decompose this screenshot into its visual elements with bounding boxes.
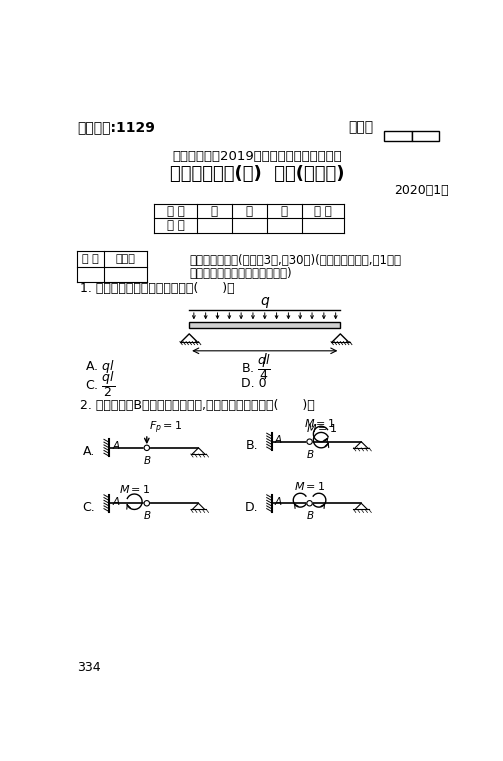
Text: C. $\dfrac{ql}{2}$: C. $\dfrac{ql}{2}$	[85, 369, 115, 399]
Text: $A$: $A$	[112, 439, 121, 451]
Text: 土木工程力学(本)  试题(半开卷): 土木工程力学(本) 试题(半开卷)	[170, 165, 345, 183]
Text: 总 分: 总 分	[314, 205, 332, 218]
Text: $B$: $B$	[143, 509, 152, 521]
Text: 2020年1月: 2020年1月	[394, 183, 449, 197]
Text: 334: 334	[77, 661, 101, 673]
Text: 三: 三	[281, 205, 288, 218]
Bar	[411, 131, 439, 142]
Text: $A$: $A$	[112, 495, 121, 507]
Text: 一: 一	[211, 205, 218, 218]
Circle shape	[144, 501, 149, 506]
Text: $F_p = 1$: $F_p = 1$	[149, 419, 183, 436]
Text: 试卷代号:1129: 试卷代号:1129	[77, 120, 155, 135]
Text: B.: B.	[245, 439, 258, 452]
Text: A.: A.	[83, 445, 96, 458]
Text: D.: D.	[244, 501, 258, 514]
Circle shape	[144, 445, 149, 451]
Text: $q$: $q$	[260, 295, 270, 310]
Text: 评卷人: 评卷人	[115, 254, 135, 264]
Text: 1. 图示简支梁中间截面的剪力为(      )。: 1. 图示简支梁中间截面的剪力为( )。	[80, 282, 234, 295]
Text: 2. 求图示梁铰B左侧截面的转角时,其虚设力状态应取图(      )。: 2. 求图示梁铰B左侧截面的转角时,其虚设力状态应取图( )。	[80, 399, 315, 412]
Circle shape	[307, 439, 312, 444]
Text: A. $ql$: A. $ql$	[85, 358, 114, 375]
Bar	[384, 131, 411, 142]
Text: $l$: $l$	[262, 352, 268, 368]
Text: 座位号: 座位号	[348, 120, 373, 135]
Text: $B$: $B$	[143, 454, 152, 466]
Text: $M=1$: $M=1$	[119, 483, 150, 495]
Text: $A$: $A$	[275, 433, 283, 445]
Text: 确的或最好的作为答案填入括弧): 确的或最好的作为答案填入括弧)	[189, 266, 292, 279]
Text: $M=1$: $M=1$	[305, 422, 337, 434]
Text: B. $\dfrac{ql}{4}$: B. $\dfrac{ql}{4}$	[241, 352, 271, 382]
Text: $M=1$: $M=1$	[294, 480, 325, 492]
Text: 题 号: 题 号	[167, 205, 185, 218]
Text: 二: 二	[246, 205, 253, 218]
Text: C.: C.	[82, 501, 96, 514]
Text: 得 分: 得 分	[82, 254, 99, 264]
Text: $A$: $A$	[275, 495, 283, 507]
Text: $M=1$: $M=1$	[304, 417, 335, 429]
Circle shape	[307, 501, 312, 506]
Text: D. 0: D. 0	[241, 377, 267, 390]
Text: $B$: $B$	[306, 447, 314, 460]
Text: 分 数: 分 数	[167, 219, 185, 232]
Bar	[189, 323, 341, 329]
Text: 一、单项选择题(每小题3分,共30分)(在所列备选项中,选1项正: 一、单项选择题(每小题3分,共30分)(在所列备选项中,选1项正	[189, 254, 401, 267]
Text: $B$: $B$	[306, 509, 314, 521]
Text: 国家开放大学2019年秋季学期期末统一考试: 国家开放大学2019年秋季学期期末统一考试	[173, 149, 342, 163]
